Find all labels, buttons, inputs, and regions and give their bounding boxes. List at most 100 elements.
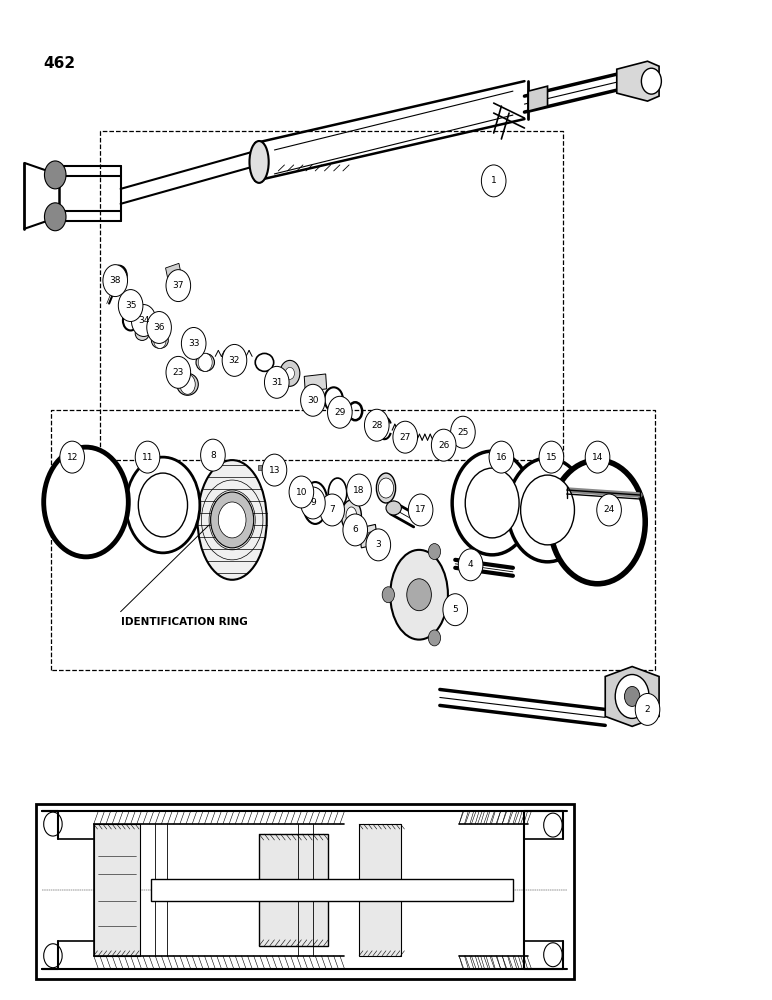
- Text: 26: 26: [438, 441, 449, 450]
- Circle shape: [180, 374, 195, 394]
- Ellipse shape: [308, 490, 322, 516]
- Ellipse shape: [196, 353, 215, 371]
- Circle shape: [347, 474, 371, 506]
- Circle shape: [443, 594, 468, 626]
- Text: 2: 2: [645, 705, 650, 714]
- Ellipse shape: [341, 500, 361, 532]
- Circle shape: [428, 544, 441, 560]
- Text: 33: 33: [188, 339, 199, 348]
- Circle shape: [635, 693, 660, 725]
- Text: 36: 36: [154, 323, 165, 332]
- Text: 17: 17: [415, 505, 426, 514]
- Text: 37: 37: [173, 281, 184, 290]
- Circle shape: [44, 447, 128, 557]
- Ellipse shape: [390, 550, 448, 640]
- Circle shape: [166, 356, 191, 388]
- Circle shape: [60, 441, 84, 473]
- Circle shape: [45, 161, 66, 189]
- Circle shape: [482, 165, 506, 197]
- Text: IDENTIFICATION RING: IDENTIFICATION RING: [120, 617, 247, 627]
- Circle shape: [432, 429, 456, 461]
- Ellipse shape: [386, 501, 401, 515]
- Circle shape: [166, 270, 191, 302]
- Text: 32: 32: [229, 356, 240, 365]
- Circle shape: [625, 686, 640, 706]
- Text: 13: 13: [269, 466, 280, 475]
- Circle shape: [126, 457, 200, 553]
- Circle shape: [320, 494, 344, 526]
- Ellipse shape: [198, 460, 267, 580]
- Text: 18: 18: [354, 486, 365, 495]
- Text: 24: 24: [604, 505, 615, 514]
- Circle shape: [45, 203, 66, 231]
- Circle shape: [407, 579, 432, 611]
- Circle shape: [300, 487, 325, 519]
- Text: 1: 1: [491, 176, 496, 185]
- Bar: [93, 824, 140, 956]
- Bar: [151, 879, 513, 901]
- Circle shape: [520, 475, 574, 545]
- Text: 8: 8: [210, 451, 216, 460]
- Text: 34: 34: [138, 316, 150, 325]
- Circle shape: [364, 409, 389, 441]
- Text: 10: 10: [296, 488, 307, 497]
- Circle shape: [550, 460, 645, 584]
- Circle shape: [118, 290, 143, 321]
- Circle shape: [615, 675, 649, 718]
- Text: 14: 14: [592, 453, 603, 462]
- Circle shape: [218, 502, 246, 538]
- Ellipse shape: [346, 507, 357, 525]
- Circle shape: [201, 439, 225, 471]
- Text: 25: 25: [457, 428, 469, 437]
- Text: 12: 12: [66, 453, 78, 462]
- Text: 16: 16: [496, 453, 507, 462]
- Polygon shape: [528, 86, 547, 111]
- Text: 27: 27: [400, 433, 411, 442]
- Circle shape: [279, 360, 300, 386]
- Bar: [359, 824, 401, 956]
- Circle shape: [539, 441, 564, 473]
- Circle shape: [378, 478, 394, 498]
- Ellipse shape: [135, 326, 149, 340]
- Circle shape: [466, 468, 519, 538]
- Circle shape: [103, 265, 127, 297]
- Text: 15: 15: [546, 453, 557, 462]
- Text: 29: 29: [334, 408, 346, 417]
- Text: 28: 28: [371, 421, 382, 430]
- Circle shape: [366, 529, 391, 561]
- Polygon shape: [617, 61, 659, 101]
- Text: 462: 462: [44, 56, 76, 71]
- Text: 3: 3: [375, 540, 381, 549]
- Circle shape: [131, 305, 156, 336]
- Circle shape: [642, 68, 662, 94]
- Text: 11: 11: [142, 453, 154, 462]
- Circle shape: [154, 332, 166, 348]
- Circle shape: [300, 384, 325, 416]
- Ellipse shape: [328, 478, 347, 508]
- Circle shape: [382, 587, 394, 603]
- Circle shape: [147, 312, 171, 343]
- Bar: [36, 804, 574, 979]
- Circle shape: [408, 494, 433, 526]
- Text: 30: 30: [307, 396, 319, 405]
- Ellipse shape: [303, 482, 327, 524]
- Circle shape: [262, 454, 286, 486]
- Circle shape: [451, 416, 476, 448]
- Text: 23: 23: [173, 368, 184, 377]
- Text: 4: 4: [468, 560, 473, 569]
- Text: 5: 5: [452, 605, 458, 614]
- Bar: [165, 263, 181, 278]
- Circle shape: [393, 421, 418, 453]
- Ellipse shape: [249, 141, 269, 183]
- Ellipse shape: [377, 473, 395, 503]
- Ellipse shape: [151, 332, 168, 348]
- Circle shape: [181, 327, 206, 359]
- Circle shape: [489, 441, 513, 473]
- Bar: [359, 524, 378, 548]
- Circle shape: [211, 492, 254, 548]
- Circle shape: [343, 514, 367, 546]
- Text: 7: 7: [330, 505, 335, 514]
- Text: 6: 6: [352, 525, 358, 534]
- Circle shape: [459, 549, 483, 581]
- Bar: [304, 374, 327, 391]
